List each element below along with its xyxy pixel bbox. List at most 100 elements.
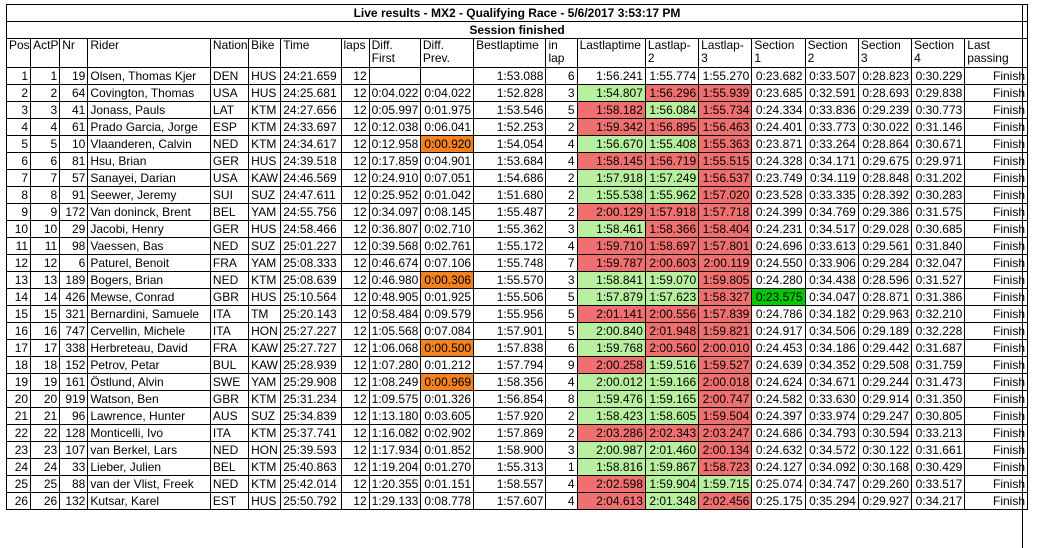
cell-last: 2:04.613 [576,492,646,510]
table-row: 1 1 19 Olsen, Thomas Kjer DEN HUS 24:21.659 12 1… [5,67,1028,85]
cell-best: 1:52.828 [473,84,547,102]
cell-bike: KTM [248,101,282,119]
cell-rider: Herbreteau, David [87,339,211,357]
cell-s4: 0:31.202 [911,169,966,187]
cell-passing: Finish [964,135,1028,153]
cell-s4: 0:29.838 [911,84,966,102]
cell-last3: 1:59.715 [698,475,753,493]
cell-s2: 0:34.438 [804,271,859,289]
cell-s3: 0:29.260 [857,475,913,493]
cell-s2: 0:34.572 [804,441,859,459]
cell-s2: 0:34.517 [804,220,859,238]
header-bestlaptime[interactable]: Bestlaptime [473,38,547,68]
header-bike[interactable]: Bike [248,38,282,68]
header-section-4[interactable]: Section 4 [911,38,966,68]
header-section-1[interactable]: Section 1 [751,38,806,68]
header-in-lap[interactable]: in lap [545,38,578,68]
table-row: 11 11 98 Vaessen, Bas NED SUZ 25:01.227 12 0:39.… [5,237,1028,255]
cell-diff-first: 1:08.249 [368,373,421,391]
cell-inlap: 2 [545,407,578,425]
cell-s2: 0:33.507 [804,67,859,85]
cell-pos: 20 [5,390,32,408]
cell-inlap: 5 [545,288,578,306]
cell-last2: 1:59.070 [644,271,700,289]
cell-passing: Finish [964,424,1028,442]
header-lastlap-2[interactable]: Lastlap-2 [644,38,700,68]
cell-last3: 1:57.718 [698,203,753,221]
cell-actp: 7 [30,169,61,187]
cell-s1: 0:24.453 [751,339,806,357]
header-section-2[interactable]: Section 2 [804,38,859,68]
cell-rider: van Berkel, Lars [87,441,211,459]
cell-s1: 0:23.871 [751,135,806,153]
header-rider[interactable]: Rider [87,38,211,68]
cell-nation: LAT [209,101,250,119]
cell-pos: 16 [5,322,32,340]
cell-diff-prev: 0:01.326 [419,390,475,408]
header-nr[interactable]: Nr [59,38,89,68]
cell-diff-first: 0:12.958 [368,135,421,153]
table-row: 19 19 161 Östlund, Alvin SWE YAM 25:29.908 12 1:… [5,373,1028,391]
cell-s4: 0:32.047 [911,254,966,272]
cell-pos: 21 [5,407,32,425]
cell-diff-first: 0:46.674 [368,254,421,272]
cell-passing: Finish [964,288,1028,306]
cell-s4: 0:33.213 [911,424,966,442]
cell-last2: 2:01.948 [644,322,700,340]
cell-nation: NED [209,271,250,289]
cell-diff-prev: 0:02.710 [419,220,475,238]
header-diff-first[interactable]: Diff. First [368,38,421,68]
cell-time: 25:39.593 [280,441,342,459]
cell-time: 25:01.227 [280,237,342,255]
cell-last3: 2:03.247 [698,424,753,442]
cell-nation: ITA [209,305,250,323]
cell-best: 1:55.506 [473,288,547,306]
cell-pos: 22 [5,424,32,442]
header-nation[interactable]: Nation [209,38,250,68]
cell-last2: 2:00.556 [644,305,700,323]
cell-inlap: 4 [545,492,578,510]
cell-diff-first: 1:13.180 [368,407,421,425]
cell-inlap: 6 [545,339,578,357]
cell-nr: 29 [59,220,89,238]
cell-best: 1:57.607 [473,492,547,510]
cell-diff-first: 0:46.980 [368,271,421,289]
cell-s2: 0:34.769 [804,203,859,221]
cell-last: 1:54.807 [576,84,646,102]
header-lastlaptime[interactable]: Lastlaptime [576,38,646,68]
cell-pos: 24 [5,458,32,476]
header-actp[interactable]: ActP [30,38,61,68]
cell-actp: 21 [30,407,61,425]
cell-s4: 0:31.473 [911,373,966,391]
cell-pos: 12 [5,254,32,272]
header-last-passing[interactable]: Last passing [964,38,1028,68]
cell-pos: 23 [5,441,32,459]
cell-diff-prev: 0:02.902 [419,424,475,442]
cell-actp: 12 [30,254,61,272]
cell-bike: KTM [248,458,282,476]
header-diff-prev[interactable]: Diff. Prev. [419,38,475,68]
cell-last: 1:59.787 [576,254,646,272]
cell-nr: 426 [59,288,89,306]
header-lastlap-3[interactable]: Lastlap-3 [698,38,753,68]
cell-best: 1:57.838 [473,339,547,357]
cell-s4: 0:30.805 [911,407,966,425]
header-pos[interactable]: Pos [5,38,32,68]
cell-time: 24:33.697 [280,118,342,136]
header-time[interactable]: Time [280,38,342,68]
cell-s3: 0:30.022 [857,118,913,136]
header-laps[interactable]: laps [340,38,370,68]
results-page: Live results - MX2 - Qualifying Race - 5… [5,4,1028,548]
cell-diff-prev: 0:04.022 [419,84,475,102]
cell-s1: 0:24.696 [751,237,806,255]
cell-s3: 0:28.392 [857,186,913,204]
cell-last: 2:03.286 [576,424,646,442]
cell-pos: 19 [5,373,32,391]
cell-s3: 0:30.122 [857,441,913,459]
header-section-3[interactable]: Section 3 [857,38,913,68]
cell-bike: HUS [248,492,282,510]
cell-last3: 2:00.119 [698,254,753,272]
cell-best: 1:57.794 [473,356,547,374]
cell-nr: 88 [59,475,89,493]
cell-nation: FRA [209,254,250,272]
